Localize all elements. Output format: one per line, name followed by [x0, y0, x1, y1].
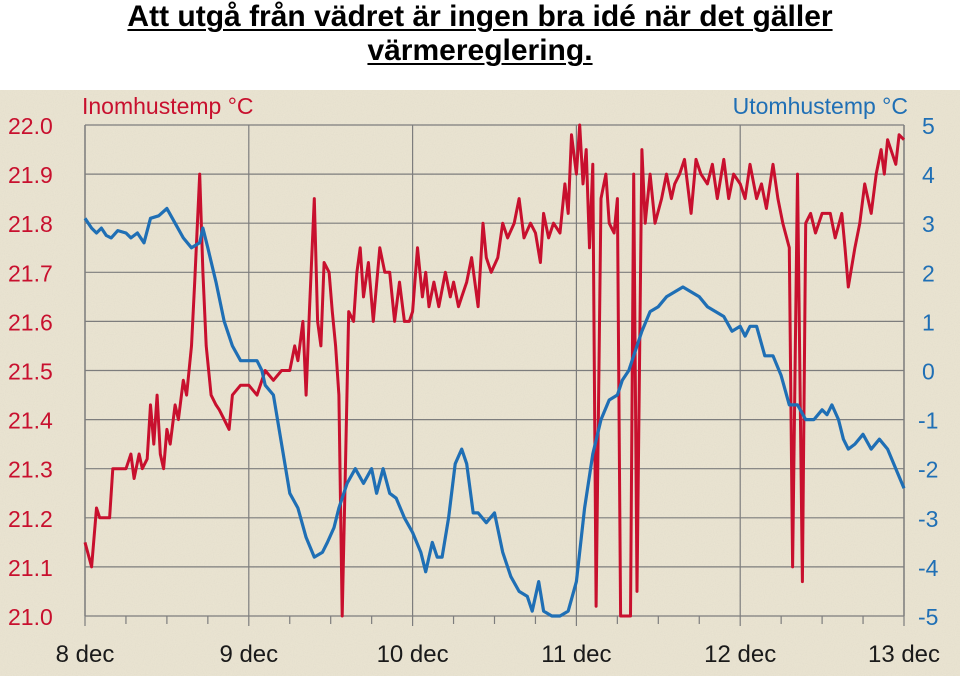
left-tick-label: 21.4	[8, 408, 53, 434]
outdoor-temp-line	[83, 206, 906, 618]
x-tick-label: 12 dec	[704, 641, 776, 668]
left-tick-label: 21.5	[8, 359, 53, 385]
right-tick-label: -1	[918, 408, 938, 434]
right-tick-label: 4	[922, 162, 935, 188]
right-tick-label: -3	[918, 506, 938, 532]
right-tick-label: 1	[922, 309, 935, 335]
indoor-temp-line	[83, 123, 906, 618]
left-tick-label: 21.2	[8, 506, 53, 532]
right-tick-label: 0	[922, 359, 935, 385]
right-tick-label: 3	[922, 211, 935, 237]
left-tick-label: 21.3	[8, 457, 53, 483]
left-tick-label: 21.1	[8, 555, 53, 581]
right-tick-label: -4	[918, 555, 939, 581]
x-tick-label: 8 dec	[56, 641, 115, 668]
left-tick-label: 21.0	[8, 604, 53, 630]
left-axis-label: Inomhustemp °C	[82, 93, 254, 119]
left-tick-label: 21.6	[8, 309, 53, 335]
axes: 21.0 21.1 21.2 21.3 21.4 21.5 21.6 21.7 21.8 21.9…	[8, 113, 940, 668]
x-tick-label: 11 dec	[541, 641, 611, 668]
headline-line-2: värmereglering.	[367, 34, 593, 67]
right-tick-label: 5	[922, 113, 935, 139]
temperature-chart: 21.0 21.1 21.2 21.3 21.4 21.5 21.6 21.7 21.8 21.9…	[0, 90, 960, 676]
series	[83, 123, 906, 618]
paper-texture	[0, 90, 960, 676]
headline: Att utgå från vädret är ingen bra idé nä…	[0, 0, 960, 68]
left-tick-label: 21.8	[8, 211, 53, 237]
x-tick-label: 13 dec	[868, 641, 940, 668]
left-tick-label: 22.0	[8, 113, 53, 139]
right-tick-label: -2	[918, 457, 938, 483]
right-tick-label: 2	[922, 260, 935, 286]
left-tick-label: 21.7	[8, 260, 53, 286]
x-tick-label: 10 dec	[377, 641, 449, 668]
x-tick-label: 9 dec	[219, 641, 278, 668]
headline-line-1: Att utgå från vädret är ingen bra idé nä…	[127, 0, 833, 33]
right-axis-label: Utomhustemp °C	[733, 93, 908, 119]
right-tick-label: -5	[918, 604, 938, 630]
left-tick-label: 21.9	[8, 162, 53, 188]
